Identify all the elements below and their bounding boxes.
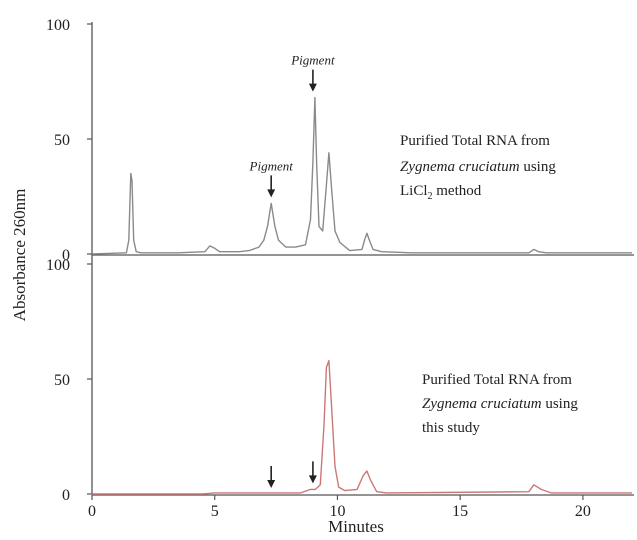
x-tick-label: 0 [88, 503, 96, 520]
top-annotation-line2: Zygnema cruciatum using [400, 159, 556, 175]
bottom-y-tick-label: 0 [62, 487, 70, 504]
top-y-tick-label: 100 [46, 17, 70, 34]
top-arrow-label: Pigment [290, 53, 335, 68]
top-arrow-head [267, 189, 276, 198]
top-y-tick-label: 0 [62, 247, 70, 264]
series-layer [91, 96, 632, 495]
bottom-y-tick-label: 50 [54, 372, 70, 389]
bottom-annotation-line2: Zygnema cruciatum using [422, 396, 578, 412]
x-tick-label: 5 [211, 503, 219, 520]
x-axis-title: Minutes [328, 517, 384, 536]
top-y-tick-label: 50 [54, 132, 70, 149]
arrows-layer: Pigment Pigment [249, 53, 335, 488]
bottom-arrow-head [308, 475, 317, 484]
top-arrow-label: Pigment [249, 158, 294, 173]
bottom-y-tick-label: 100 [46, 257, 70, 274]
x-tick-label: 20 [575, 503, 591, 520]
x-tick-label: 10 [329, 503, 345, 520]
top-annotation-line1: Purified Total RNA from [400, 133, 550, 149]
x-tick-label: 15 [452, 503, 468, 520]
bottom-annotation-line3: this study [422, 420, 480, 436]
top-arrow-head [308, 83, 317, 92]
top-annotation-line3: LiCl2 method [400, 183, 482, 202]
top-trace-line [91, 96, 632, 255]
bottom-trace-line [92, 359, 632, 495]
bottom-arrow-head [267, 480, 276, 488]
y-axis-title: Absorbance 260nm [10, 189, 29, 322]
bottom-annotation-line1: Purified Total RNA from [422, 372, 572, 388]
